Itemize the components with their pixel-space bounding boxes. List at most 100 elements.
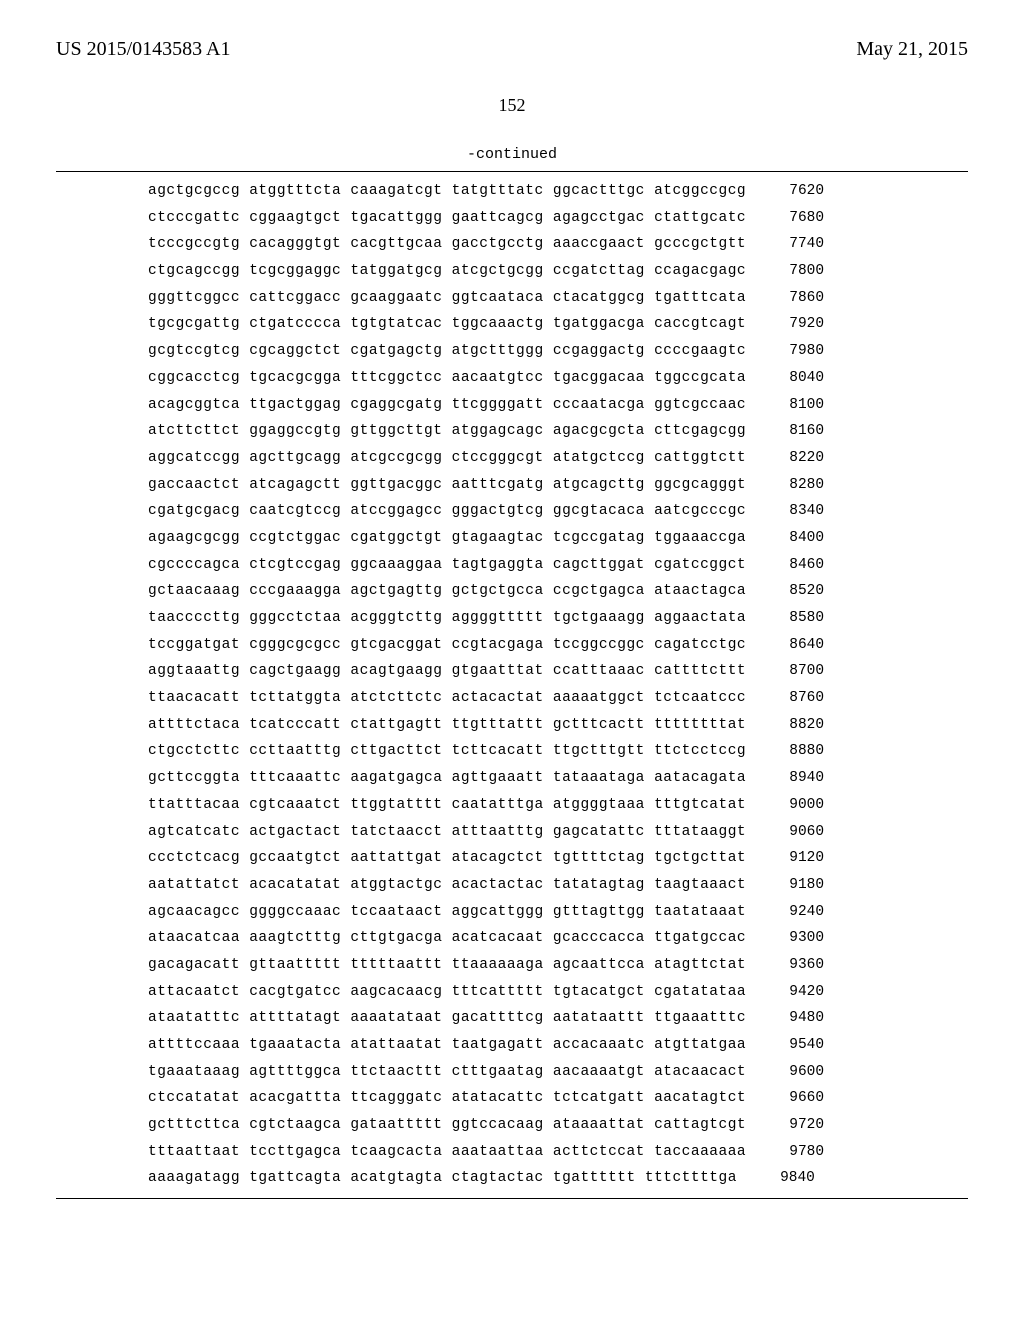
sequence-line: ttatttacaa cgtcaaatct ttggtatttt caatatt… (148, 798, 812, 813)
sequence-position: 8700 (746, 664, 824, 679)
sequence-line: attacaatct cacgtgatcc aagcacaacg tttcatt… (148, 985, 812, 1000)
sequence-line: cggcacctcg tgcacgcgga tttcggctcc aacaatg… (148, 371, 812, 386)
sequence-position: 9180 (746, 878, 824, 893)
sequence-text: agtcatcatc actgactact tatctaacct atttaat… (148, 825, 746, 840)
sequence-text: agctgcgccg atggtttcta caaagatcgt tatgttt… (148, 184, 746, 199)
sequence-line: gacagacatt gttaattttt tttttaattt ttaaaaa… (148, 958, 812, 973)
sequence-position: 8580 (746, 611, 824, 626)
sequence-position: 9240 (746, 905, 824, 920)
sequence-line: aggtaaattg cagctgaagg acagtgaagg gtgaatt… (148, 664, 812, 679)
sequence-line: tccggatgat cgggcgcgcc gtcgacggat ccgtacg… (148, 638, 812, 653)
sequence-line: ccctctcacg gccaatgtct aattattgat atacagc… (148, 851, 812, 866)
sequence-line: gggttcggcc cattcggacc gcaaggaatc ggtcaat… (148, 291, 812, 306)
sequence-position: 7740 (746, 237, 824, 252)
sequence-line: gcgtccgtcg cgcaggctct cgatgagctg atgcttt… (148, 344, 812, 359)
sequence-line: agctgcgccg atggtttcta caaagatcgt tatgttt… (148, 184, 812, 199)
sequence-position: 8820 (746, 718, 824, 733)
sequence-text: gctaacaaag cccgaaagga agctgagttg gctgctg… (148, 584, 746, 599)
sequence-text: gacagacatt gttaattttt tttttaattt ttaaaaa… (148, 958, 746, 973)
sequence-text: gaccaactct atcagagctt ggttgacggc aatttcg… (148, 478, 746, 493)
sequence-text: ataacatcaa aaagtctttg cttgtgacga acatcac… (148, 931, 746, 946)
sequence-line: tcccgccgtg cacagggtgt cacgttgcaa gacctgc… (148, 237, 812, 252)
sequence-line: ttaacacatt tcttatggta atctcttctc actacac… (148, 691, 812, 706)
sequence-line: ctgcctcttc ccttaatttg cttgacttct tcttcac… (148, 744, 812, 759)
sequence-text: aggtaaattg cagctgaagg acagtgaagg gtgaatt… (148, 664, 746, 679)
sequence-text: gctttcttca cgtctaagca gataattttt ggtccac… (148, 1118, 746, 1133)
sequence-line: cgccccagca ctcgtccgag ggcaaaggaa tagtgag… (148, 558, 812, 573)
sequence-line: agcaacagcc ggggccaaac tccaataact aggcatt… (148, 905, 812, 920)
sequence-block: agctgcgccg atggtttcta caaagatcgt tatgttt… (56, 176, 968, 1194)
sequence-text: tccggatgat cgggcgcgcc gtcgacggat ccgtacg… (148, 638, 746, 653)
sequence-line: ctccatatat acacgattta ttcagggatc atataca… (148, 1091, 812, 1106)
sequence-text: attttctaca tcatcccatt ctattgagtt ttgttta… (148, 718, 746, 733)
sequence-text: ctcccgattc cggaagtgct tgacattggg gaattca… (148, 211, 746, 226)
sequence-text: ctccatatat acacgattta ttcagggatc atataca… (148, 1091, 746, 1106)
sequence-line: aggcatccgg agcttgcagg atcgccgcgg ctccggg… (148, 451, 812, 466)
sequence-line: tttaattaat tccttgagca tcaagcacta aaataat… (148, 1145, 812, 1160)
sequence-text: aaaagatagg tgattcagta acatgtagta ctagtac… (148, 1171, 737, 1186)
sequence-text: ttaacacatt tcttatggta atctcttctc actacac… (148, 691, 746, 706)
sequence-position: 8340 (746, 504, 824, 519)
sequence-position: 8940 (746, 771, 824, 786)
sequence-position: 7860 (746, 291, 824, 306)
sequence-line: cgatgcgacg caatcgtccg atccggagcc gggactg… (148, 504, 812, 519)
sequence-position: 9000 (746, 798, 824, 813)
sequence-line: taaccccttg gggcctctaa acgggtcttg aggggtt… (148, 611, 812, 626)
sequence-text: gggttcggcc cattcggacc gcaaggaatc ggtcaat… (148, 291, 746, 306)
sequence-text: tcccgccgtg cacagggtgt cacgttgcaa gacctgc… (148, 237, 746, 252)
sequence-line: ataacatcaa aaagtctttg cttgtgacga acatcac… (148, 931, 812, 946)
sequence-text: attttccaaa tgaaatacta atattaatat taatgag… (148, 1038, 746, 1053)
page-number: 152 (56, 95, 968, 116)
sequence-position: 9480 (746, 1011, 824, 1026)
sequence-text: gcttccggta tttcaaattc aagatgagca agttgaa… (148, 771, 746, 786)
sequence-line: acagcggtca ttgactggag cgaggcgatg ttcgggg… (148, 398, 812, 413)
sequence-position: 7920 (746, 317, 824, 332)
page-header: US 2015/0143583 A1 May 21, 2015 (56, 38, 968, 61)
rule-bottom (56, 1198, 968, 1199)
continued-label: -continued (56, 146, 968, 163)
sequence-line: gaccaactct atcagagctt ggttgacggc aatttcg… (148, 478, 812, 493)
sequence-line: aatattatct acacatatat atggtactgc acactac… (148, 878, 812, 893)
sequence-position: 7980 (746, 344, 824, 359)
sequence-line: aaaagatagg tgattcagta acatgtagta ctagtac… (148, 1171, 812, 1186)
sequence-text: tgcgcgattg ctgatcccca tgtgtatcac tggcaaa… (148, 317, 746, 332)
sequence-position: 8460 (746, 558, 824, 573)
sequence-position: 9720 (746, 1118, 824, 1133)
sequence-line: gcttccggta tttcaaattc aagatgagca agttgaa… (148, 771, 812, 786)
sequence-position: 9840 (737, 1171, 815, 1186)
sequence-line: attttccaaa tgaaatacta atattaatat taatgag… (148, 1038, 812, 1053)
sequence-text: aatattatct acacatatat atggtactgc acactac… (148, 878, 746, 893)
sequence-line: attttctaca tcatcccatt ctattgagtt ttgttta… (148, 718, 812, 733)
sequence-text: cgatgcgacg caatcgtccg atccggagcc gggactg… (148, 504, 746, 519)
sequence-position: 9780 (746, 1145, 824, 1160)
sequence-text: ttatttacaa cgtcaaatct ttggtatttt caatatt… (148, 798, 746, 813)
sequence-text: tgaaataaag agttttggca ttctaacttt ctttgaa… (148, 1065, 746, 1080)
sequence-text: agcaacagcc ggggccaaac tccaataact aggcatt… (148, 905, 746, 920)
sequence-text: agaagcgcgg ccgtctggac cgatggctgt gtagaag… (148, 531, 746, 546)
sequence-text: ccctctcacg gccaatgtct aattattgat atacagc… (148, 851, 746, 866)
sequence-text: acagcggtca ttgactggag cgaggcgatg ttcgggg… (148, 398, 746, 413)
sequence-position: 8400 (746, 531, 824, 546)
sequence-position: 8160 (746, 424, 824, 439)
sequence-position: 9660 (746, 1091, 824, 1106)
sequence-position: 8100 (746, 398, 824, 413)
sequence-text: cgccccagca ctcgtccgag ggcaaaggaa tagtgag… (148, 558, 746, 573)
sequence-position: 9540 (746, 1038, 824, 1053)
sequence-line: agaagcgcgg ccgtctggac cgatggctgt gtagaag… (148, 531, 812, 546)
sequence-position: 9600 (746, 1065, 824, 1080)
sequence-text: cggcacctcg tgcacgcgga tttcggctcc aacaatg… (148, 371, 746, 386)
sequence-line: tgaaataaag agttttggca ttctaacttt ctttgaa… (148, 1065, 812, 1080)
sequence-line: tgcgcgattg ctgatcccca tgtgtatcac tggcaaa… (148, 317, 812, 332)
sequence-position: 8520 (746, 584, 824, 599)
sequence-position: 8280 (746, 478, 824, 493)
sequence-position: 8040 (746, 371, 824, 386)
sequence-line: gctaacaaag cccgaaagga agctgagttg gctgctg… (148, 584, 812, 599)
sequence-text: attacaatct cacgtgatcc aagcacaacg tttcatt… (148, 985, 746, 1000)
sequence-line: ctgcagccgg tcgcggaggc tatggatgcg atcgctg… (148, 264, 812, 279)
sequence-position: 7620 (746, 184, 824, 199)
sequence-text: ctgcctcttc ccttaatttg cttgacttct tcttcac… (148, 744, 746, 759)
publication-date: May 21, 2015 (856, 38, 968, 61)
sequence-line: atcttcttct ggaggccgtg gttggcttgt atggagc… (148, 424, 812, 439)
sequence-position: 7680 (746, 211, 824, 226)
sequence-text: aggcatccgg agcttgcagg atcgccgcgg ctccggg… (148, 451, 746, 466)
